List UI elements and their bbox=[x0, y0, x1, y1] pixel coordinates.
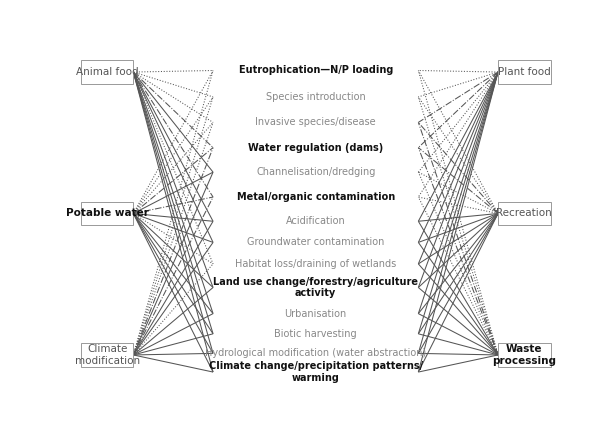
Text: Biotic harvesting: Biotic harvesting bbox=[274, 329, 357, 339]
Text: Land use change/forestry/agriculture
activity: Land use change/forestry/agriculture act… bbox=[213, 276, 418, 298]
Text: Potable water: Potable water bbox=[66, 209, 148, 219]
Text: Recreation: Recreation bbox=[496, 209, 552, 219]
Text: Hydrological modification (water abstraction): Hydrological modification (water abstrac… bbox=[205, 348, 426, 359]
Text: Channelisation/dredging: Channelisation/dredging bbox=[256, 167, 375, 177]
Text: Climate change/precipitation patterns/
warming: Climate change/precipitation patterns/ w… bbox=[209, 361, 423, 383]
FancyBboxPatch shape bbox=[81, 202, 133, 225]
Text: Animal food: Animal food bbox=[76, 67, 139, 77]
Text: Water regulation (dams): Water regulation (dams) bbox=[248, 143, 383, 152]
Text: Invasive species/disease: Invasive species/disease bbox=[256, 118, 376, 127]
Text: Plant food: Plant food bbox=[498, 67, 551, 77]
FancyBboxPatch shape bbox=[498, 343, 551, 367]
Text: Urbanisation: Urbanisation bbox=[285, 308, 347, 318]
FancyBboxPatch shape bbox=[81, 343, 133, 367]
FancyBboxPatch shape bbox=[498, 202, 551, 225]
FancyBboxPatch shape bbox=[498, 60, 551, 84]
Text: Habitat loss/draining of wetlands: Habitat loss/draining of wetlands bbox=[235, 259, 396, 269]
Text: Metal/organic contamination: Metal/organic contamination bbox=[237, 192, 395, 202]
Text: Groundwater contamination: Groundwater contamination bbox=[247, 238, 384, 248]
FancyBboxPatch shape bbox=[81, 60, 133, 84]
Text: Eutrophication—N/P loading: Eutrophication—N/P loading bbox=[238, 66, 393, 76]
Text: Climate
modification: Climate modification bbox=[75, 344, 140, 366]
Text: Species introduction: Species introduction bbox=[266, 92, 365, 102]
Text: Waste
processing: Waste processing bbox=[492, 344, 556, 366]
Text: Acidification: Acidification bbox=[286, 216, 346, 226]
